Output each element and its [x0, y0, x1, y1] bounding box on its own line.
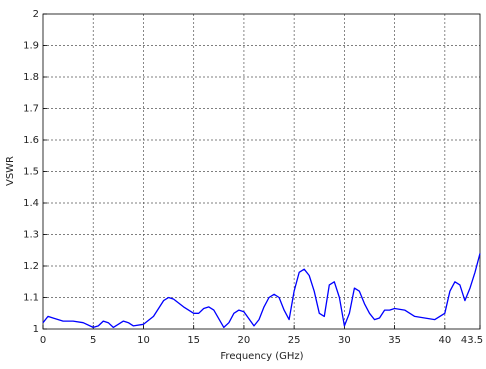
y-tick-label: 1.9 [23, 41, 39, 52]
data-line [42, 253, 481, 329]
x-tick-label: 15 [187, 335, 200, 346]
x-tick-label: 40 [438, 335, 451, 346]
plot-frame [42, 13, 481, 330]
x-tick-label: 5 [90, 335, 96, 346]
x-tick-label: 25 [288, 335, 301, 346]
x-tick-label: 35 [388, 335, 401, 346]
x-tick-label: 30 [338, 335, 351, 346]
x-axis-label: Frequency (GHz) [220, 351, 303, 362]
x-tick-label: 43.5 [461, 335, 483, 346]
x-tick-label: 10 [137, 335, 150, 346]
y-tick-label: 1.3 [23, 230, 39, 241]
y-tick-label: 1.4 [23, 198, 39, 209]
y-tick-label: 1 [33, 324, 39, 335]
y-tick-label: 1.2 [23, 261, 39, 272]
x-tick-label: 0 [40, 335, 46, 346]
y-tick-label: 1.5 [23, 167, 39, 178]
x-tick-label: 20 [238, 335, 251, 346]
y-tick-label: 1.8 [23, 72, 39, 83]
y-tick-label: 1.6 [23, 135, 39, 146]
y-tick-label: 1.1 [23, 293, 39, 304]
y-axis-label: VSWR [5, 156, 16, 186]
y-tick-label: 1.7 [23, 104, 39, 115]
y-tick-label: 2 [33, 9, 39, 20]
